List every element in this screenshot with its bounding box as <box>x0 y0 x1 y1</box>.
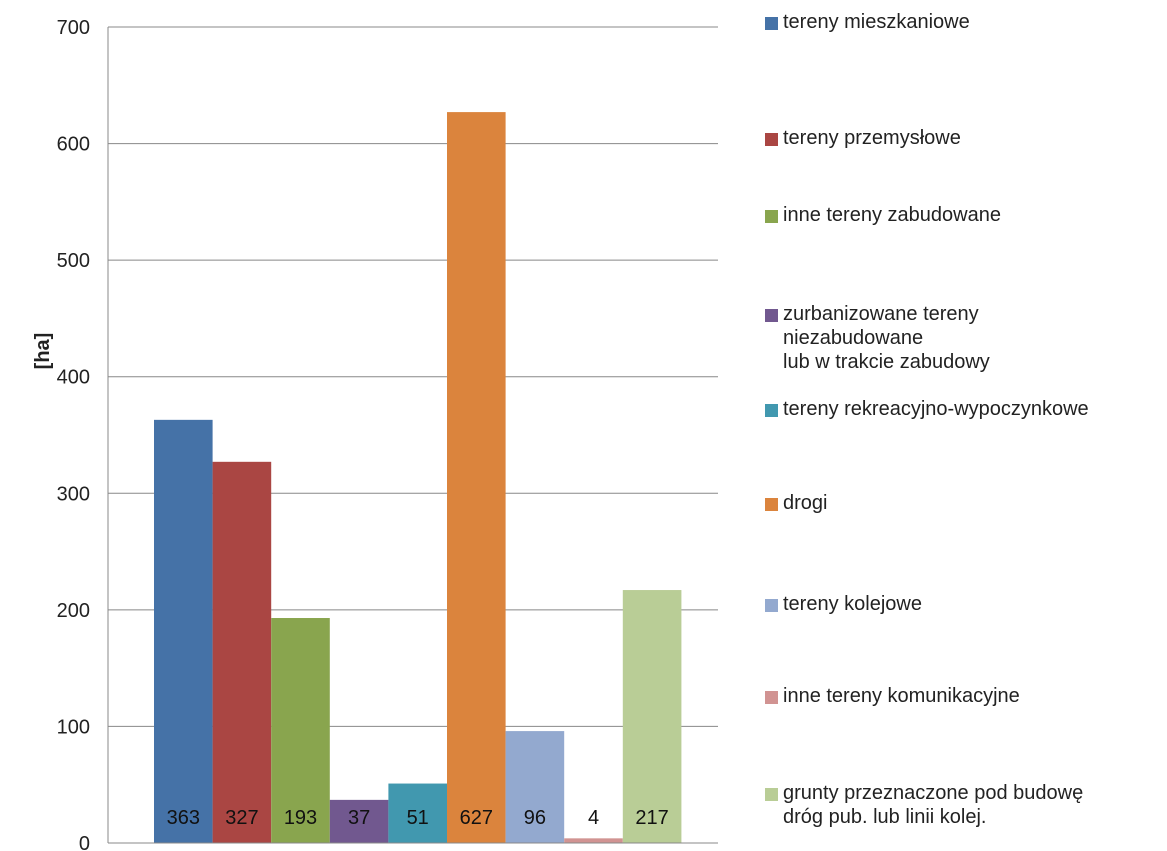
legend-item: grunty przeznaczone pod budowę dróg pub.… <box>765 781 1165 829</box>
legend-swatch <box>765 599 778 612</box>
y-tick-label: 500 <box>57 250 90 272</box>
bar <box>212 461 272 843</box>
legend-item: tereny kolejowe <box>765 592 1165 616</box>
data-label: 51 <box>407 807 429 829</box>
legend-swatch <box>765 133 778 146</box>
bar <box>154 419 213 843</box>
data-label: 4 <box>588 807 599 829</box>
legend-item: inne tereny komunikacyjne <box>765 684 1165 708</box>
data-label: 627 <box>460 807 493 829</box>
y-tick-label: 700 <box>57 17 90 39</box>
y-tick-label: 600 <box>57 134 90 156</box>
bar-chart: 0 100 200 300 400 500 600 700 363 327 193 37 51 627 96… <box>32 17 718 851</box>
legend-label: zurbanizowane tereny niezabudowane lub w… <box>783 303 990 373</box>
data-label: 363 <box>167 807 200 829</box>
legend-label: grunty przeznaczone pod budowę dróg pub.… <box>783 782 1084 828</box>
y-tick-label: 0 <box>79 833 90 851</box>
data-label: 37 <box>348 807 370 829</box>
legend-swatch <box>765 498 778 511</box>
data-label: 217 <box>635 807 668 829</box>
y-tick-label: 200 <box>57 600 90 622</box>
y-tick-label: 300 <box>57 483 90 505</box>
data-label: 327 <box>225 807 258 829</box>
legend-swatch <box>765 210 778 223</box>
bar <box>329 799 389 843</box>
y-axis-title: [ha] <box>32 333 54 370</box>
legend-item: inne tereny zabudowane <box>765 203 1165 227</box>
bar <box>564 838 623 843</box>
bar <box>447 112 506 843</box>
bar <box>388 783 447 843</box>
y-tick-label: 400 <box>57 367 90 389</box>
legend-label: tereny mieszkaniowe <box>783 11 970 33</box>
legend-item: tereny rekreacyjno-wypoczynkowe <box>765 397 1165 421</box>
data-label: 96 <box>524 807 546 829</box>
legend: tereny mieszkaniowe tereny przemysłowe inn… <box>765 0 1165 851</box>
data-label: 193 <box>284 807 317 829</box>
bar <box>271 618 330 843</box>
bar <box>505 731 565 843</box>
legend-label: tereny kolejowe <box>783 593 922 615</box>
legend-swatch <box>765 404 778 417</box>
y-tick-label: 100 <box>57 716 90 738</box>
legend-swatch <box>765 309 778 322</box>
legend-item: drogi <box>765 491 1165 515</box>
legend-swatch <box>765 788 778 801</box>
legend-label: tereny rekreacyjno-wypoczynkowe <box>783 398 1089 420</box>
legend-swatch <box>765 17 778 30</box>
legend-label: inne tereny zabudowane <box>783 204 1001 226</box>
legend-item: tereny przemysłowe <box>765 126 1165 150</box>
legend-label: tereny przemysłowe <box>783 127 961 149</box>
legend-label: inne tereny komunikacyjne <box>783 685 1020 707</box>
legend-label: drogi <box>783 492 828 514</box>
legend-item: zurbanizowane tereny niezabudowane lub w… <box>765 302 1165 374</box>
legend-swatch <box>765 691 778 704</box>
legend-item: tereny mieszkaniowe <box>765 10 1165 34</box>
bar <box>622 590 682 843</box>
